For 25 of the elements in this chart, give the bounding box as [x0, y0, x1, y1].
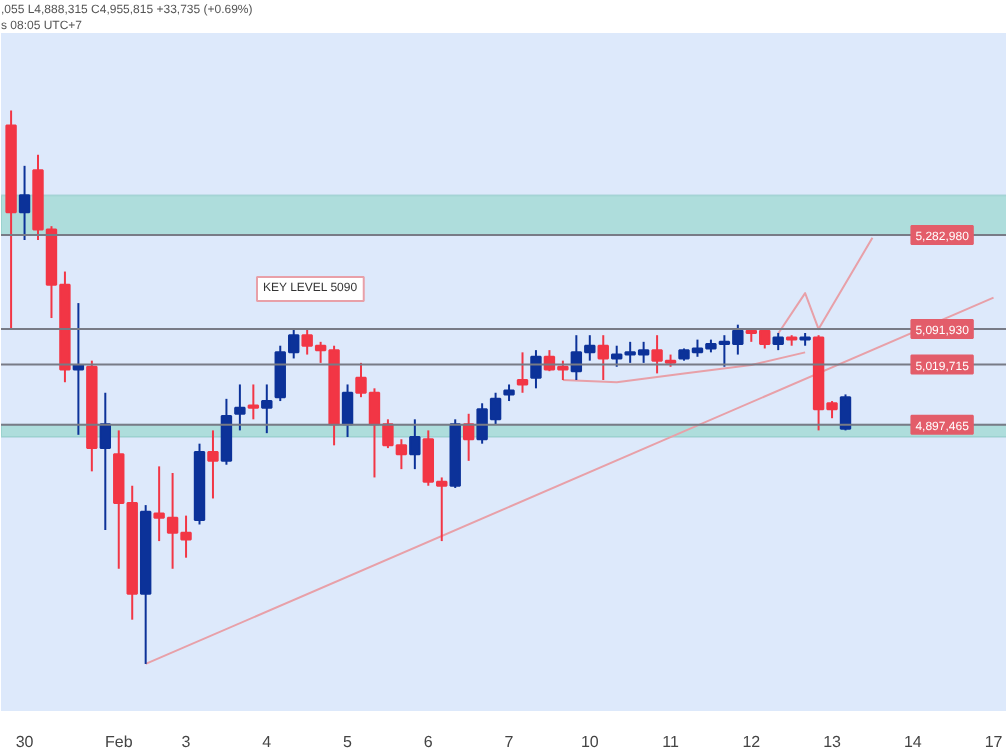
candlestick: [530, 349, 542, 390]
candlestick: [516, 351, 529, 394]
candlestick: [234, 383, 246, 432]
x-tick-label: 5: [343, 733, 354, 751]
x-tick-label: 12: [742, 733, 762, 751]
x-tick-label: 17: [984, 733, 1004, 751]
x-tick-label: 13: [823, 733, 843, 751]
x-tick-label: Feb: [104, 733, 134, 751]
x-tick-label: 10: [580, 733, 600, 751]
candlestick: [409, 418, 421, 471]
candlestick: [220, 397, 233, 466]
x-tick-label: 7: [504, 733, 515, 751]
candlestick: [18, 164, 31, 241]
candlestick: [247, 383, 260, 421]
candlestick: [597, 334, 609, 382]
x-tick-label: 3: [181, 733, 192, 751]
x-tick-label: 4: [262, 733, 273, 751]
candlestick: [341, 383, 354, 439]
x-tick-label: 14: [903, 733, 923, 751]
x-tick-label: 30: [15, 733, 35, 751]
x-tick-label: 6: [423, 733, 434, 751]
candlestick: [207, 429, 219, 500]
x-tick-label: 11: [662, 733, 680, 751]
candlestick: [99, 391, 112, 532]
candlestick: [261, 383, 273, 435]
